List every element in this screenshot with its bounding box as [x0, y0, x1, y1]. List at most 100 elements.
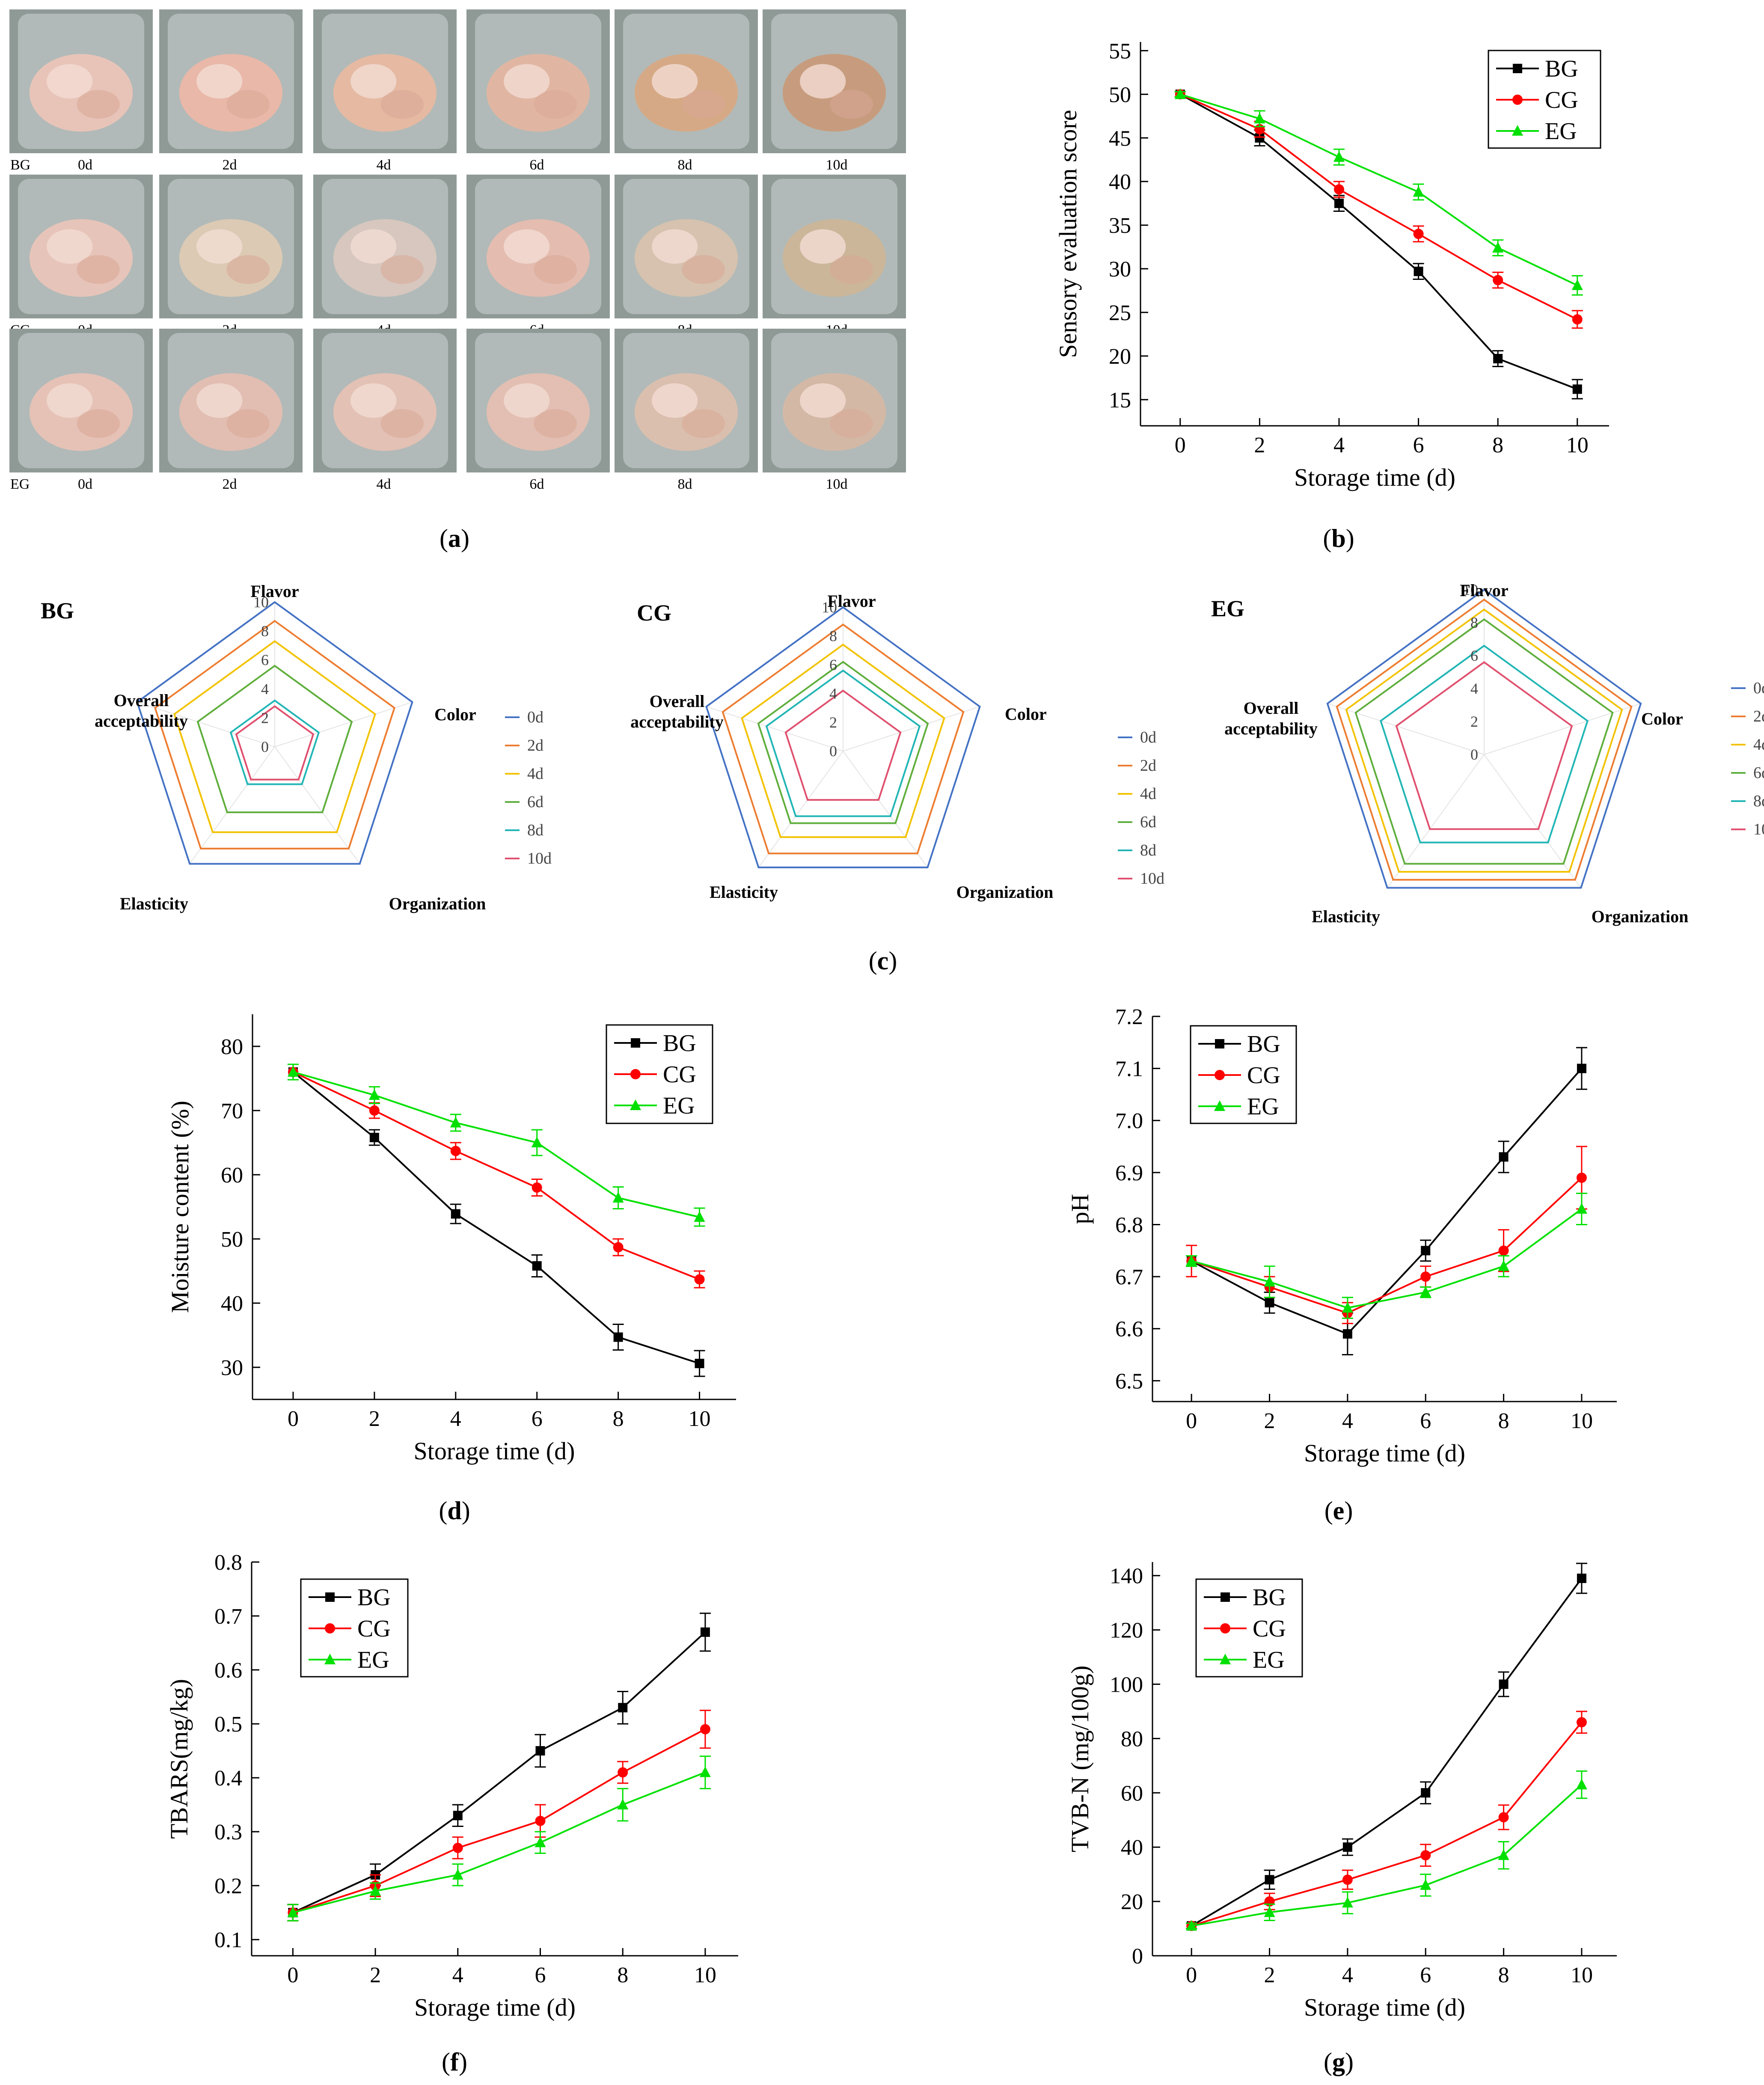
radar-title: BG	[41, 598, 74, 624]
radar-legend-label-6d: 6d	[1140, 813, 1156, 831]
y-axis-title: pH	[1066, 1194, 1094, 1224]
x-tick-label: 4	[452, 1963, 463, 1987]
radar-axis-label: Elasticity	[1312, 907, 1380, 926]
radar-charts: BG0246810FlavorColorOrganizationElastici…	[41, 581, 1764, 926]
series-line-BG	[1191, 1577, 1583, 1927]
radar-spoke	[843, 751, 928, 868]
data-point-EG	[368, 1089, 380, 1100]
photo-EG-2d: 2d	[159, 329, 303, 492]
photo-day-label: 4d	[377, 157, 391, 173]
fish-meat-shade	[830, 90, 873, 119]
y-tick-label: 0.8	[214, 1550, 242, 1575]
x-tick-label: 4	[1333, 433, 1345, 457]
legend-marker-BG	[325, 1592, 335, 1602]
x-tick-label: 8	[617, 1963, 628, 1987]
radar-polygon-0d	[1326, 588, 1642, 889]
series-line-BG	[1179, 93, 1578, 390]
y-tick-label: 30	[221, 1356, 243, 1380]
radar-title: EG	[1211, 596, 1244, 621]
data-point-CG	[532, 1182, 542, 1193]
data-point-CG	[613, 1242, 624, 1253]
caption-paren-close: )	[459, 2048, 467, 2076]
photo-day-label: 0d	[78, 476, 92, 492]
data-point-CG	[1572, 314, 1583, 325]
legend-marker-CG	[1220, 1623, 1230, 1634]
data-point-BG	[1342, 1329, 1352, 1339]
series-CG	[1186, 1146, 1587, 1325]
data-point-CG	[1498, 1812, 1509, 1823]
data-point-BG	[1499, 1152, 1509, 1162]
y-tick-label: 6.7	[1115, 1265, 1143, 1289]
radar-legend-label-10d: 10d	[1140, 870, 1164, 888]
radar-legend-label-8d: 8d	[527, 821, 543, 839]
x-tick-label: 10	[694, 1963, 716, 1987]
data-point-CG	[1498, 1245, 1509, 1256]
caption-paren-open: (	[1324, 1497, 1333, 1525]
x-tick-label: 6	[535, 1963, 546, 1987]
y-tick-label: 0.5	[214, 1712, 242, 1737]
y-tick-label: 6.5	[1115, 1369, 1143, 1393]
radar-spoke	[1327, 703, 1485, 755]
x-tick-label: 0	[288, 1407, 299, 1431]
data-point-EG	[1498, 1260, 1509, 1271]
radar-title: CG	[637, 600, 671, 626]
legend: BG CG EG	[1195, 1578, 1303, 1678]
fish-meat-highlight	[196, 383, 243, 418]
line-chart-e: 6.5 6.6 6.7 6.8 6.9 7.0 7.1 7.2 0 2 4 6 8 10 Storage t…	[1066, 1005, 1617, 1467]
photo-CG-2d: 2d	[159, 175, 303, 338]
x-tick-label: 2	[1264, 1409, 1275, 1433]
line-chart-b: 15 20 25 30 35 40 45 50 55 0 2 4 6 8 10 Storage time (d…	[1054, 39, 1609, 491]
caption-paren-close: )	[888, 947, 897, 975]
series-line-CG	[292, 1728, 706, 1914]
radar-tick-label: 10	[822, 599, 837, 616]
series-line-EG	[292, 1771, 706, 1914]
x-axis-title: Storage time (d)	[414, 1993, 576, 2021]
fish-meat-highlight	[800, 229, 846, 264]
radar-legend-label-6d: 6d	[527, 793, 543, 811]
data-point-EG	[287, 1066, 299, 1077]
fish-meat-shade	[682, 409, 725, 438]
y-tick-label: 0.4	[214, 1766, 242, 1791]
radar-tick-label: 4	[1470, 680, 1478, 697]
data-point-BG	[695, 1359, 704, 1368]
y-tick-label: 80	[221, 1035, 243, 1059]
legend-marker-BG	[631, 1038, 640, 1048]
data-point-EG	[1498, 1849, 1509, 1860]
radar-polygon-8d	[229, 699, 320, 785]
data-point-CG	[450, 1146, 461, 1156]
legend: BG CG EG	[300, 1578, 409, 1678]
x-tick-label: 2	[370, 1963, 381, 1987]
y-tick-label: 60	[221, 1163, 243, 1188]
y-tick-label: 0.3	[214, 1820, 242, 1844]
radar-tick-label: 6	[829, 656, 837, 673]
fish-meat-shade	[682, 90, 725, 119]
caption-paren-close: )	[1344, 1497, 1353, 1525]
radar-spoke	[274, 746, 360, 864]
data-point-EG	[1186, 1255, 1197, 1266]
photo-EG-8d: 8d	[615, 329, 758, 492]
data-point-EG	[1264, 1276, 1275, 1287]
caption-paren-close: )	[1346, 524, 1354, 552]
photo-BG-0d: BG 0d	[9, 9, 153, 173]
data-point-BG	[1493, 354, 1503, 364]
radar-axis-label: Elasticity	[710, 882, 778, 902]
x-tick-label: 8	[1492, 433, 1503, 457]
radar-spoke	[1484, 754, 1582, 888]
fish-meat-highlight	[47, 64, 93, 99]
photo-day-label: 8d	[678, 476, 692, 492]
fish-meat-highlight	[47, 383, 93, 418]
x-tick-label: 4	[450, 1407, 461, 1431]
radar-axis-label: Color	[1641, 709, 1683, 728]
data-point-BG	[1572, 384, 1582, 394]
radar-polygon-4d	[173, 640, 377, 833]
data-point-CG	[694, 1274, 705, 1285]
panel-caption-d: (d)	[439, 1497, 470, 1525]
photo-day-label: 6d	[530, 157, 544, 173]
radar-axis-label: Overall	[114, 691, 169, 710]
y-tick-label: 50	[1109, 83, 1131, 107]
radar-legend-label-2d: 2d	[1140, 757, 1156, 775]
data-point-CG	[1333, 184, 1344, 195]
legend-label-EG: EG	[1247, 1093, 1279, 1120]
